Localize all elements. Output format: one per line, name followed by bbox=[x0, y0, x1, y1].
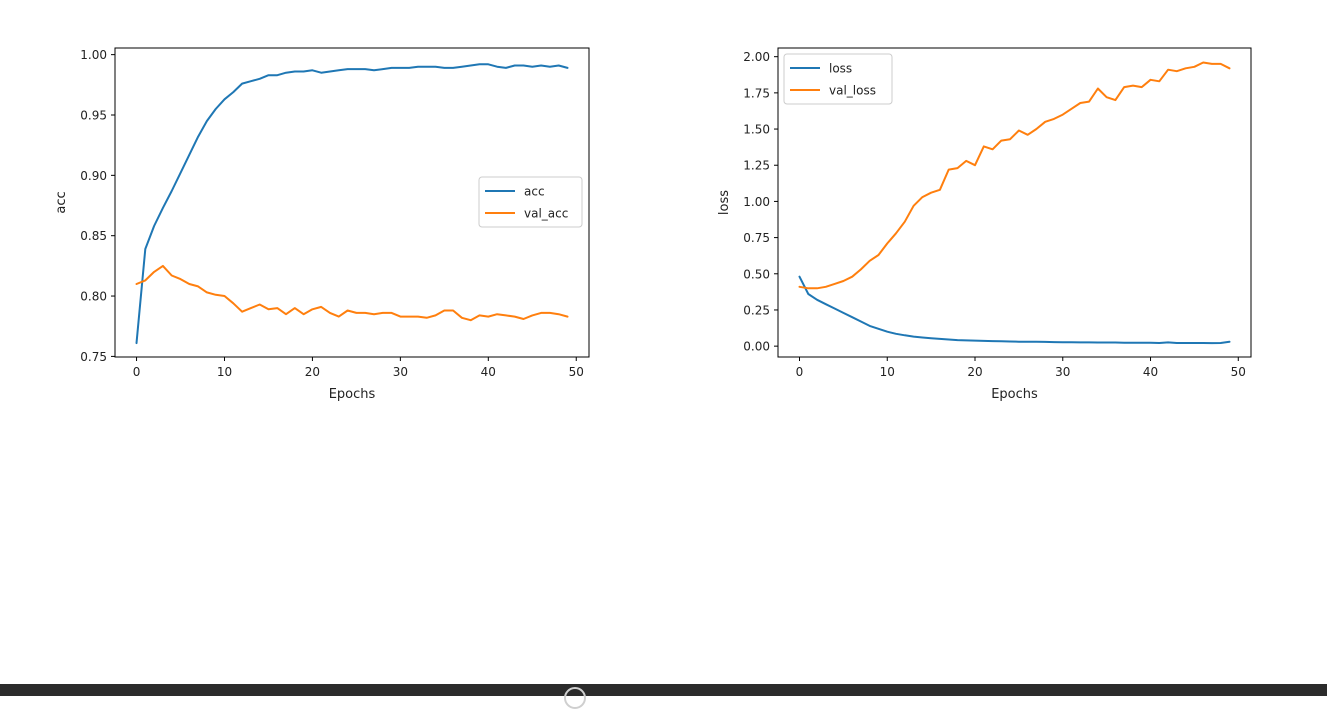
chart-0: 0 10 20 30 40 50 0.75 0.80 0.85 0.90 0.95 1.00 Epoch… bbox=[54, 47, 590, 402]
y-tick-label: 1.00 bbox=[80, 48, 107, 62]
y-tick-label: 0.90 bbox=[80, 169, 107, 183]
legend: acc val_acc bbox=[478, 176, 583, 228]
x-axis-label: Epochs bbox=[329, 387, 376, 402]
y-tick-label: 1.00 bbox=[743, 195, 770, 209]
x-axis-label: Epochs bbox=[991, 387, 1038, 402]
x-tick-label: 40 bbox=[1143, 365, 1158, 379]
x-tick-label: 50 bbox=[569, 365, 584, 379]
y-tick-label: 1.25 bbox=[743, 159, 770, 173]
x-tick-label: 30 bbox=[393, 365, 408, 379]
legend: loss val_loss bbox=[783, 53, 893, 105]
legend-box bbox=[783, 53, 893, 105]
legend-box bbox=[478, 176, 583, 228]
y-tick-label: 1.75 bbox=[743, 86, 770, 100]
plot-frame bbox=[777, 47, 1252, 358]
series-line-val_loss bbox=[798, 61, 1231, 290]
legend-label-val_loss: val_loss bbox=[829, 84, 876, 98]
legend-label-acc: acc bbox=[524, 185, 545, 199]
y-tick-label: 0.00 bbox=[743, 340, 770, 354]
y-tick-label: 0.80 bbox=[80, 290, 107, 304]
series-line-acc bbox=[135, 63, 569, 345]
y-tick-label: 1.50 bbox=[743, 123, 770, 137]
y-axis-label: acc bbox=[54, 191, 69, 213]
y-tick-label: 0.95 bbox=[80, 108, 107, 122]
y-tick-label: 0.25 bbox=[743, 303, 770, 317]
x-tick-label: 10 bbox=[880, 365, 895, 379]
series-line-loss bbox=[798, 275, 1231, 345]
legend-label-val_acc: val_acc bbox=[524, 207, 568, 221]
legend-label-loss: loss bbox=[829, 62, 852, 76]
x-tick-label: 0 bbox=[796, 365, 804, 379]
chart-1: 0 10 20 30 40 50 0.00 0.25 0.50 0.75 1.00 1.25 1.50 1… bbox=[717, 47, 1252, 402]
charts-canvas: 0 10 20 30 40 50 0.75 0.80 0.85 0.90 0.95 1.00 Epoch… bbox=[54, 47, 1252, 402]
plot-frame bbox=[114, 47, 590, 358]
x-tick-label: 0 bbox=[133, 365, 141, 379]
y-tick-label: 0.50 bbox=[743, 267, 770, 281]
bottom-toolbar bbox=[0, 684, 1327, 709]
y-tick-label: 2.00 bbox=[743, 50, 770, 64]
x-tick-label: 10 bbox=[217, 365, 232, 379]
x-tick-label: 50 bbox=[1231, 365, 1246, 379]
x-tick-label: 40 bbox=[481, 365, 496, 379]
scroll-handle-icon[interactable] bbox=[564, 687, 586, 709]
y-axis-label: loss bbox=[717, 190, 732, 215]
y-tick-label: 0.85 bbox=[80, 229, 107, 243]
series-line-val_acc bbox=[135, 264, 569, 322]
x-tick-label: 20 bbox=[305, 365, 320, 379]
x-tick-label: 30 bbox=[1055, 365, 1070, 379]
x-tick-label: 20 bbox=[967, 365, 982, 379]
y-tick-label: 0.75 bbox=[80, 350, 107, 364]
y-tick-label: 0.75 bbox=[743, 231, 770, 245]
